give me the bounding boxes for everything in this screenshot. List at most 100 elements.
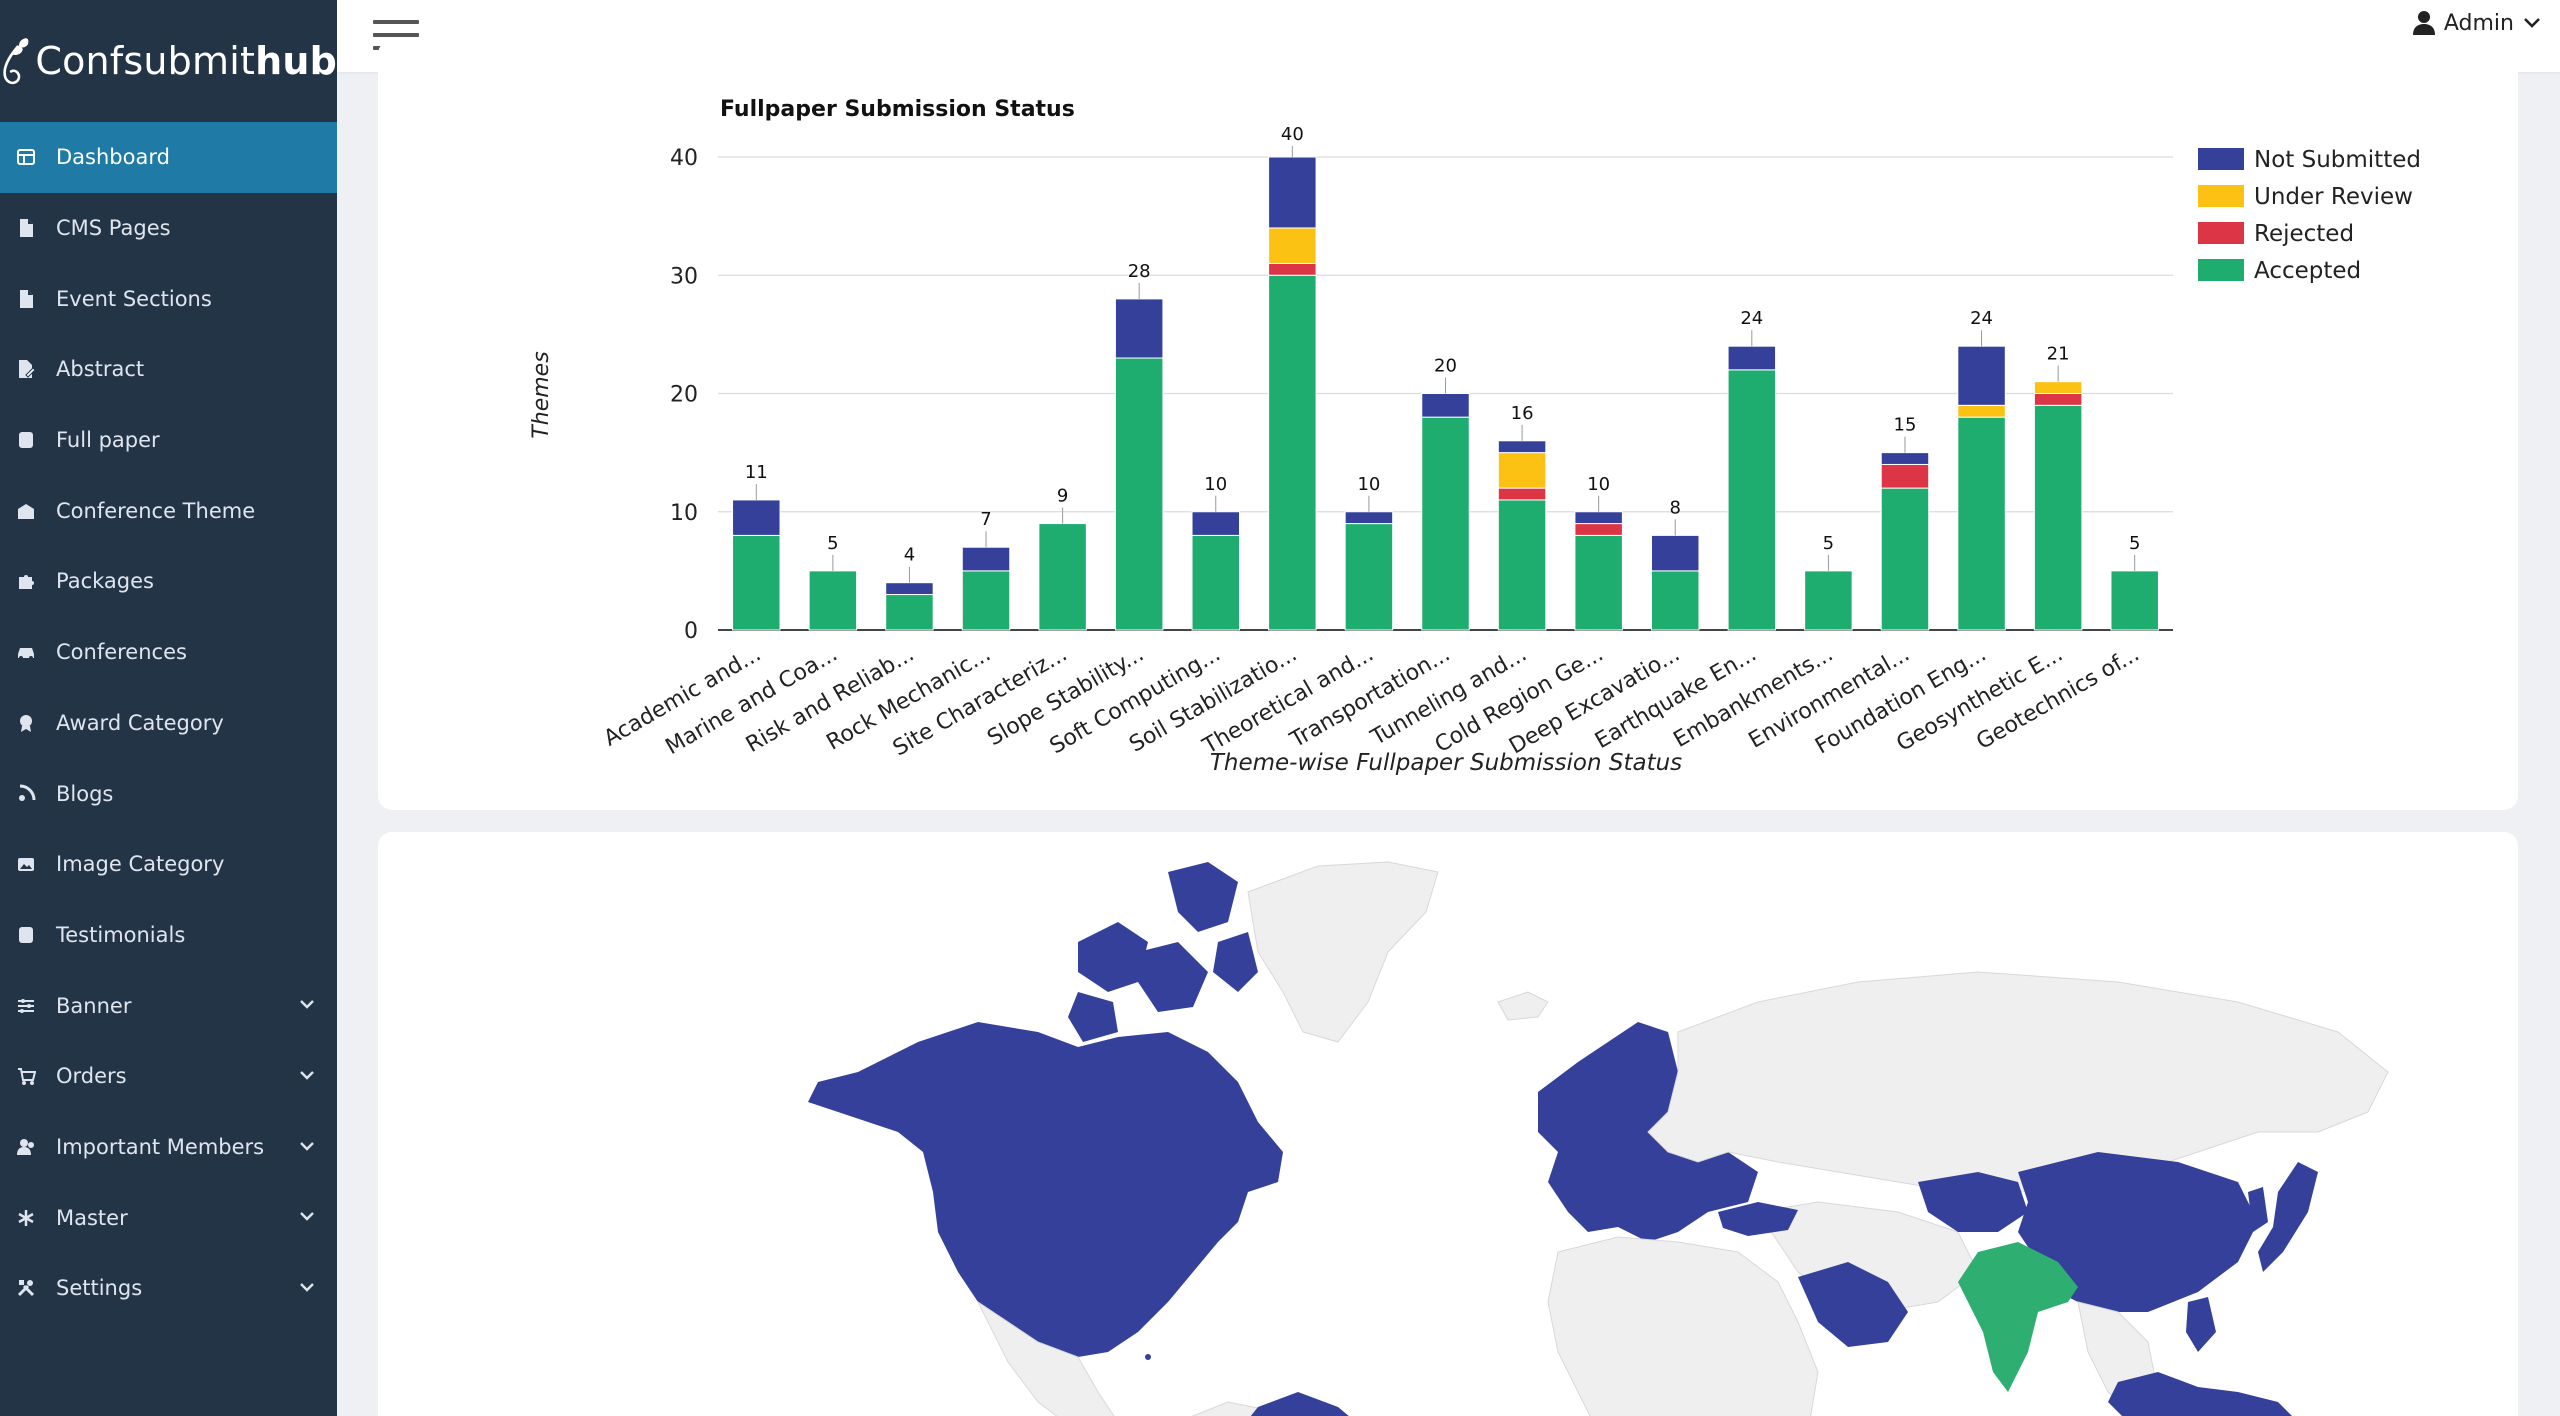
map-region-caribbean[interactable] [1145, 1354, 1151, 1360]
sidebar-item-image-category[interactable]: Image Category [0, 829, 337, 900]
map-region-uk[interactable] [1553, 1082, 1583, 1132]
bar-total-label: 5 [1823, 533, 1834, 554]
sidebar-item-master[interactable]: Master [0, 1182, 337, 1253]
map-region-indonesia[interactable] [2108, 1372, 2298, 1416]
bar-total-label: 8 [1670, 497, 1681, 518]
sidebar-item-testimonials[interactable]: Testimonials [0, 900, 337, 971]
map-region-africa[interactable] [1547, 1236, 1819, 1416]
sidebar-item-orders[interactable]: Orders [0, 1041, 337, 1112]
map-region-arctic-islands[interactable] [1068, 862, 1258, 1042]
sidebar-item-dashboard[interactable]: Dashboard [0, 122, 337, 193]
bar-segment-accepted [885, 594, 934, 631]
bar-total-label: 5 [827, 533, 838, 554]
map-region-china[interactable] [2018, 1152, 2258, 1312]
chevron-down-icon [300, 1212, 314, 1222]
sidebar-item-label: Blogs [56, 781, 114, 806]
sidebar-item-important-members[interactable]: Important Members [0, 1112, 337, 1183]
bar-segment-accepted [1880, 487, 1930, 631]
submission-chart-card: Fullpaper Submission Status 0 10 20 30 40 Them… [378, 40, 2518, 810]
sidebar-item-label: Master [56, 1205, 128, 1230]
bar-segment-accepted [1114, 357, 1164, 631]
bar-segment-not-submitted [1191, 511, 1241, 536]
sidebar-item-cms-pages[interactable]: CMS Pages [0, 193, 337, 264]
bar-segment-accepted [1574, 534, 1623, 631]
map-region-central-asia[interactable] [1918, 1172, 2028, 1232]
bar-segment-not-submitted [1880, 452, 1930, 465]
sidebar-item-conferences[interactable]: Conferences [0, 617, 337, 688]
bar-segment-accepted [2033, 404, 2083, 631]
bar-segment-accepted [1344, 523, 1394, 631]
bar-segment-rejected [1574, 523, 1623, 536]
bar-total-label: 40 [1281, 124, 1304, 145]
map-region-hawaii[interactable] [975, 1284, 981, 1290]
map-region-north-america[interactable] [808, 1022, 1283, 1357]
sidebar-item-label: Conferences [56, 640, 187, 665]
bar-segment-not-submitted [1497, 440, 1547, 454]
sidebar-item-label: Testimonials [56, 922, 186, 947]
legend-swatch-under-review [2198, 185, 2244, 207]
image-icon [16, 854, 36, 874]
chevron-down-icon [300, 1071, 314, 1080]
bar-segment-accepted [1804, 570, 1853, 631]
bar-total-label: 24 [1970, 308, 1993, 329]
bar-segment-accepted [1038, 523, 1087, 631]
map-region-japan[interactable] [2258, 1162, 2318, 1272]
bar-segment-not-submitted [885, 582, 934, 596]
cart-icon [16, 1066, 36, 1086]
bar-total-label: 4 [904, 545, 915, 566]
sidebar-item-banner[interactable]: Banner [0, 970, 337, 1041]
map-region-philippines[interactable] [2186, 1297, 2216, 1352]
bar-segment-accepted [732, 534, 781, 631]
sidebar-item-label: Image Category [56, 852, 225, 877]
map-region-greenland[interactable] [1247, 861, 1439, 1043]
file-icon [16, 289, 36, 309]
y-tick-label: 20 [670, 383, 698, 408]
sidebar-item-label: Packages [56, 569, 154, 594]
sidebar-item-abstract[interactable]: Abstract [0, 334, 337, 405]
legend-swatch-accepted [2198, 259, 2244, 281]
bar-total-label: 9 [1057, 486, 1068, 507]
map-region-russia[interactable] [1647, 971, 2389, 1193]
sidebar-item-award-category[interactable]: Award Category [0, 688, 337, 759]
map-region-turkey[interactable] [1718, 1202, 1798, 1236]
sidebar-item-event-sections[interactable]: Event Sections [0, 263, 337, 334]
map-region-korea[interactable] [2248, 1187, 2268, 1232]
sidebar-item-full-paper[interactable]: Full paper [0, 405, 337, 476]
user-menu-button[interactable]: Admin [2412, 10, 2552, 36]
bar-segment-accepted [2110, 570, 2159, 631]
bar-total-label: 15 [1894, 415, 1917, 436]
sidebar-item-conference-theme[interactable]: Conference Theme [0, 475, 337, 546]
building-icon [16, 501, 36, 521]
bar-segment-rejected [1268, 262, 1317, 276]
bar-segment-not-submitted [1650, 534, 1700, 572]
leaf-logo-icon [3, 38, 29, 85]
sidebar-item-blogs[interactable]: Blogs [0, 758, 337, 829]
map-region-mexico[interactable] [976, 1300, 1138, 1416]
brand-logo[interactable]: Confsubmithub [0, 0, 337, 122]
bar-segment-not-submitted [1114, 298, 1164, 359]
brand-name-regular: Confsubmit [35, 39, 256, 83]
chart-title: Fullpaper Submission Status [720, 97, 1075, 122]
bar-segment-not-submitted [1574, 511, 1623, 525]
sidebar-item-label: Event Sections [56, 286, 212, 311]
quote-icon [16, 925, 36, 945]
chevron-down-icon [300, 1141, 314, 1151]
sidebar-item-label: Settings [56, 1276, 143, 1301]
map-region-iceland[interactable] [1497, 991, 1549, 1021]
bar-segment-under-review [1957, 404, 2006, 418]
map-region-brazil[interactable] [1238, 1392, 1368, 1416]
sidebar-item-packages[interactable]: Packages [0, 546, 337, 617]
bar-segment-not-submitted [1421, 393, 1470, 418]
sidebar-item-settings[interactable]: Settings [0, 1253, 337, 1324]
world-map-card [378, 832, 2518, 1416]
sidebar-item-label: Important Members [56, 1134, 265, 1159]
bar-segment-not-submitted [1957, 345, 2006, 406]
map-region-saudi-arabia[interactable] [1798, 1262, 1908, 1347]
bar-total-label: 20 [1434, 356, 1457, 377]
sidebar-item-label: Dashboard [56, 145, 170, 170]
bar-total-label: 24 [1740, 308, 1763, 329]
users-icon [16, 1137, 36, 1157]
bar-segment-accepted [1268, 274, 1317, 631]
hamburger-line [373, 20, 419, 24]
map-region-india[interactable] [1958, 1242, 2078, 1392]
